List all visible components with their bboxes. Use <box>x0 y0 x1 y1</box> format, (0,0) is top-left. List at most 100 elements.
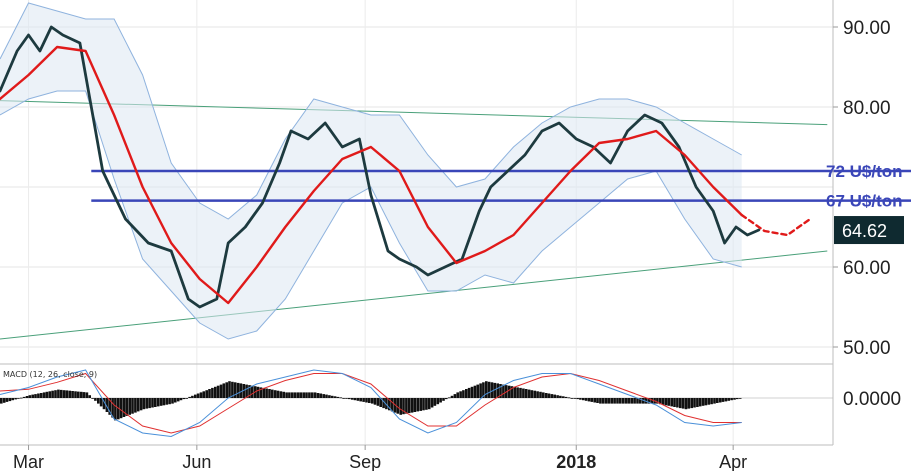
macd-histogram-bar <box>310 392 314 398</box>
macd-histogram-bar <box>202 391 206 398</box>
macd-histogram-bar <box>122 398 126 417</box>
macd-histogram-bar <box>470 386 474 398</box>
last-price-label: 64.62 <box>842 221 887 241</box>
macd-histogram-bar <box>724 398 728 402</box>
macd-histogram-bar <box>179 398 183 401</box>
chart-labels: 72 U$/ton 67 U$/ton 90.00 80.00 60.00 50.00 64… <box>3 18 904 471</box>
macd-histogram-bar <box>533 390 537 398</box>
macd-histogram-bar <box>624 398 628 404</box>
macd-histogram-bar <box>245 384 248 398</box>
macd-histogram-bar <box>701 398 705 406</box>
macd-histogram-bar <box>710 398 713 405</box>
macd-histogram-bar <box>601 398 605 404</box>
macd-histogram-bar <box>584 398 588 401</box>
macd-histogram-bar <box>94 398 97 401</box>
macd-histogram-bar <box>225 382 228 398</box>
macd-histogram-bar <box>362 398 365 402</box>
macd-histogram-bar <box>256 386 260 398</box>
macd-histogram-bar <box>325 394 328 398</box>
macd-histogram-bar <box>279 391 283 398</box>
macd-histogram-bar <box>462 390 465 398</box>
macd-histogram-bar <box>174 398 177 403</box>
macd-histogram-bar <box>402 398 405 415</box>
macd-histogram-bar <box>553 394 556 398</box>
macd-histogram-bar <box>524 389 528 398</box>
macd-histogram-bar <box>379 398 382 407</box>
macd-histogram-bar <box>293 392 297 398</box>
macd-histogram-bar <box>713 398 716 404</box>
macd-histogram-bar <box>456 392 459 398</box>
macd-panel <box>0 369 833 438</box>
macd-histogram-bar <box>185 398 188 399</box>
macd-histogram-bar <box>527 389 531 398</box>
macd-histogram-bar <box>465 389 468 398</box>
macd-histogram-bar <box>216 385 220 398</box>
macd-histogram-bar <box>205 390 208 398</box>
macd-histogram-bar <box>718 398 722 403</box>
macd-histogram-bar <box>647 398 651 404</box>
macd-histogram-bar <box>208 389 211 398</box>
macd-histogram-bar <box>345 398 348 399</box>
macd-histogram-bar <box>145 398 149 409</box>
macd-histogram-bar <box>439 398 442 403</box>
macd-histogram-bar <box>667 398 671 406</box>
level-label-2: 67 U$/ton <box>826 192 903 211</box>
macd-histogram-bar <box>510 386 514 398</box>
macd-histogram-bar <box>410 398 414 413</box>
macd-histogram-bar <box>28 395 32 398</box>
macd-histogram-bar <box>265 388 268 398</box>
macd-histogram-bar <box>485 381 488 398</box>
macd-histogram-bar <box>342 398 345 399</box>
macd-histogram-bar <box>20 397 23 399</box>
macd-histogram-bar <box>54 390 57 398</box>
macd-histogram-bar <box>51 390 54 398</box>
macd-histogram-bar <box>259 387 263 398</box>
macd-histogram-bar <box>707 398 711 405</box>
macd-histogram-bar <box>316 393 320 398</box>
macd-histogram-bar <box>405 398 408 414</box>
macd-histogram-bar <box>493 382 497 398</box>
macd-histogram-bar <box>199 392 203 398</box>
series-price <box>0 25 761 309</box>
x-tick-label: Mar <box>13 452 44 471</box>
macd-histogram-bar <box>99 398 103 407</box>
macd-histogram-bar <box>550 394 554 398</box>
macd-histogram-bar <box>39 393 43 398</box>
macd-histogram-bar <box>136 398 140 412</box>
macd-histogram-bar <box>85 392 89 398</box>
macd-histogram-bar <box>231 381 234 398</box>
macd-histogram-bar <box>236 382 240 398</box>
macd-histogram-bar <box>71 391 74 398</box>
macd-histogram-bar <box>487 381 491 398</box>
macd-histogram-bar <box>513 386 517 398</box>
macd-histogram-bar <box>285 392 288 398</box>
macd-histogram-bar <box>102 398 106 410</box>
macd-histogram-bar <box>353 398 357 401</box>
macd-histogram-bar <box>627 398 631 404</box>
macd-histogram-bar <box>573 398 576 399</box>
x-tick-label: Sep <box>349 452 381 471</box>
macd-histogram-bar <box>684 398 688 410</box>
macd-histogram-bar <box>162 398 166 406</box>
x-tick-label: Jun <box>182 452 211 471</box>
macd-histogram-bar <box>68 390 72 398</box>
macd-histogram-bar <box>619 398 622 404</box>
macd-histogram-bar <box>413 398 417 412</box>
macd-histogram-bar <box>396 398 400 414</box>
macd-histogram-bar <box>91 398 94 399</box>
macd-histogram-bar <box>77 391 80 398</box>
macd-histogram-bar <box>288 392 291 398</box>
macd-histogram-bar <box>496 383 499 398</box>
macd-histogram-bar <box>479 383 482 398</box>
series-moving-average <box>0 45 743 305</box>
macd-histogram-bar <box>499 384 502 398</box>
macd-histogram-bar <box>305 392 308 398</box>
macd-histogram-bar <box>262 387 266 398</box>
macd-histogram-bar <box>82 392 86 398</box>
macd-histogram-bar <box>698 398 702 407</box>
macd-histogram-bar <box>670 398 673 407</box>
macd-histogram-bar <box>407 398 411 414</box>
macd-histogram-bar <box>191 395 194 398</box>
macd-histogram-bar <box>639 398 642 404</box>
macd-histogram-bar <box>22 396 26 398</box>
